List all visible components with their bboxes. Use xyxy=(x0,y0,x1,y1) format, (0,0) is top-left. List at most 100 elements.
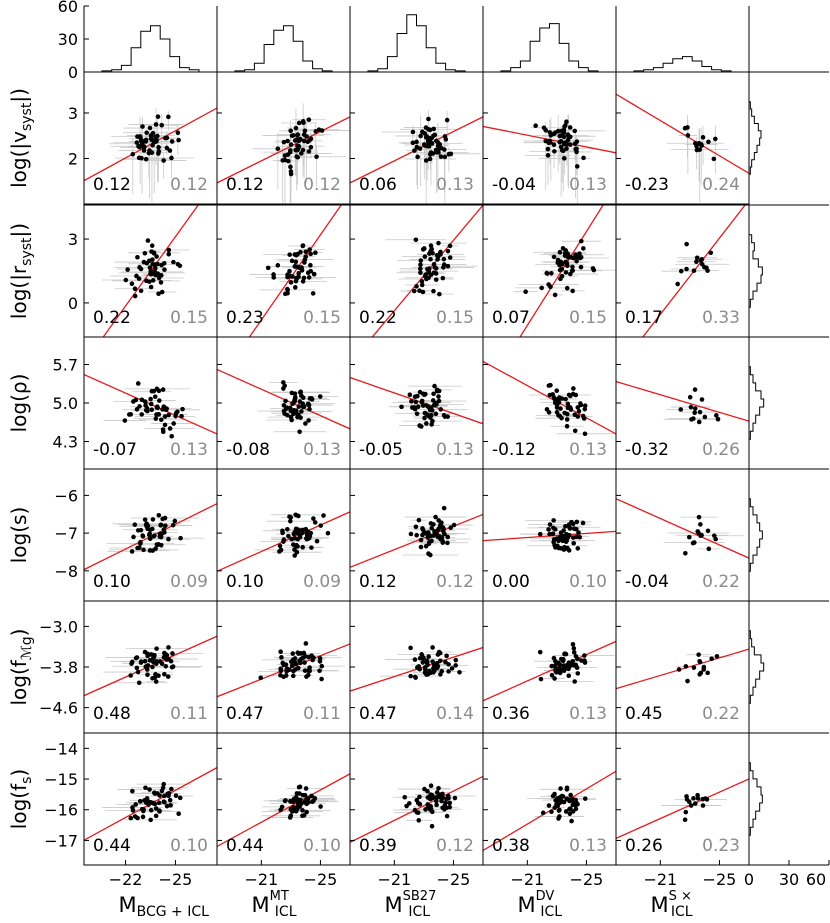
data-point xyxy=(292,394,298,400)
data-point xyxy=(705,528,711,534)
data-point xyxy=(560,537,565,543)
data-point xyxy=(161,527,167,532)
data-point xyxy=(418,270,423,276)
data-point xyxy=(567,526,573,531)
data-point xyxy=(160,785,166,791)
data-point xyxy=(176,811,181,817)
data-point xyxy=(161,781,166,787)
data-point xyxy=(166,793,171,799)
correlation-error: 0.10 xyxy=(569,572,607,592)
data-point xyxy=(145,663,151,668)
correlation-value: 0.23 xyxy=(226,308,264,328)
data-point xyxy=(575,671,581,676)
data-point xyxy=(695,529,701,534)
data-point xyxy=(173,793,179,799)
data-point xyxy=(301,275,307,281)
data-point xyxy=(152,653,157,658)
data-point xyxy=(552,149,557,154)
data-point xyxy=(178,535,183,541)
data-point xyxy=(317,668,322,674)
data-point xyxy=(417,794,422,800)
data-point xyxy=(162,671,167,677)
data-point xyxy=(152,791,158,796)
data-point xyxy=(293,259,299,265)
data-point xyxy=(683,550,688,556)
data-point xyxy=(308,262,313,268)
panel-plot-area xyxy=(483,114,616,204)
data-point xyxy=(159,661,165,666)
top-histogram-steps xyxy=(620,56,745,73)
top-histogram-steps xyxy=(221,25,346,73)
data-point xyxy=(420,391,426,397)
data-point xyxy=(295,544,300,549)
data-point xyxy=(550,531,556,536)
data-point xyxy=(289,133,295,139)
data-point xyxy=(537,531,543,537)
data-point xyxy=(438,407,444,412)
data-point xyxy=(156,275,162,281)
data-point xyxy=(571,662,576,668)
data-point xyxy=(427,539,432,545)
data-point xyxy=(142,145,147,150)
correlation-value: 0.22 xyxy=(93,308,131,328)
data-point xyxy=(425,662,430,668)
data-point xyxy=(417,423,422,428)
data-point xyxy=(306,418,311,423)
data-point xyxy=(549,663,554,669)
data-point xyxy=(418,537,424,543)
correlation-value: -0.04 xyxy=(625,572,669,592)
side-histogram-steps xyxy=(749,630,765,704)
data-point xyxy=(166,645,171,650)
data-point xyxy=(308,268,314,274)
data-point xyxy=(548,133,554,138)
data-point xyxy=(293,125,299,131)
data-point xyxy=(423,411,429,416)
data-point xyxy=(419,652,424,657)
data-point xyxy=(150,517,156,522)
side-histogram-xtick-label: 60 xyxy=(806,870,826,889)
data-point xyxy=(135,815,140,821)
data-point xyxy=(541,125,547,131)
data-point xyxy=(574,258,579,264)
ytick-label: −17 xyxy=(44,831,78,850)
correlation-error: 0.15 xyxy=(303,308,341,328)
data-point xyxy=(569,818,574,824)
data-point xyxy=(301,120,306,126)
data-point xyxy=(175,130,181,135)
data-point xyxy=(567,142,573,147)
data-point xyxy=(148,807,154,813)
data-point xyxy=(285,272,290,278)
data-point xyxy=(413,399,419,405)
panel-plot-area xyxy=(371,205,483,337)
data-point xyxy=(154,646,159,651)
data-point xyxy=(414,144,420,150)
data-point xyxy=(151,533,157,539)
correlation-value: 0.38 xyxy=(492,836,530,856)
data-point xyxy=(696,419,702,425)
correlation-error: 0.22 xyxy=(702,704,740,724)
data-point xyxy=(312,520,318,525)
data-point xyxy=(131,534,136,540)
panel-r3-c1: 0.10 0.09 xyxy=(216,468,351,602)
data-point xyxy=(425,802,430,807)
correlation-value: 0.45 xyxy=(625,704,663,724)
data-point xyxy=(570,641,576,647)
data-point xyxy=(285,526,290,532)
data-point xyxy=(546,282,551,287)
data-point xyxy=(428,783,434,789)
data-point xyxy=(692,801,698,806)
data-point xyxy=(156,291,161,297)
data-point xyxy=(304,536,310,542)
data-point xyxy=(165,674,171,679)
data-point xyxy=(422,415,427,421)
data-point xyxy=(689,417,694,422)
correlation-value: 0.47 xyxy=(226,704,264,724)
data-point xyxy=(296,120,302,126)
data-point xyxy=(166,656,172,662)
data-point xyxy=(452,795,458,801)
data-point xyxy=(148,133,154,138)
data-point xyxy=(306,654,312,660)
data-point xyxy=(549,809,554,815)
data-point xyxy=(572,428,578,434)
data-point xyxy=(147,787,152,792)
